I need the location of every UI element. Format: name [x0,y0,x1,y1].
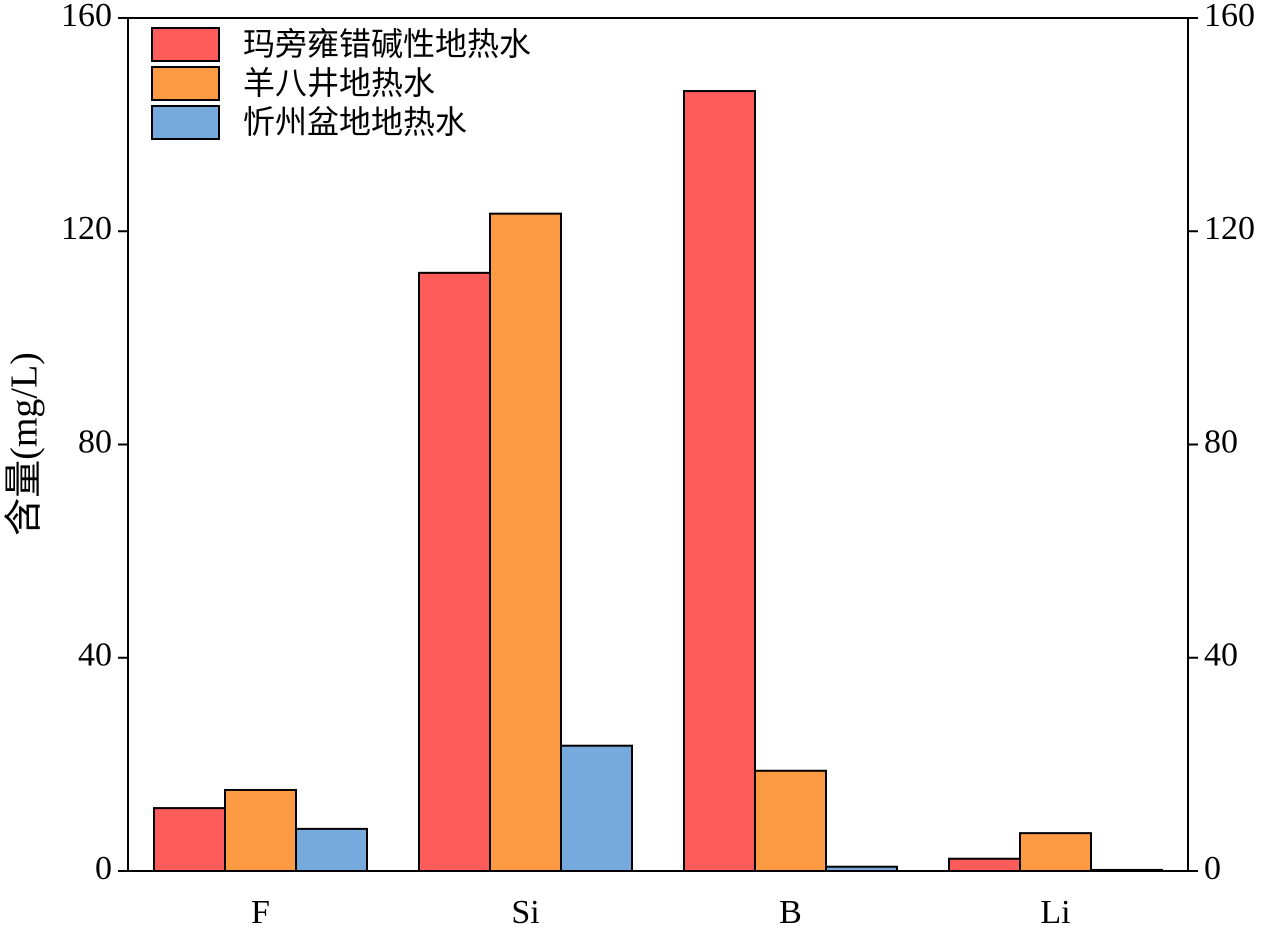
y-axis-title: 含量(mg/L) [4,352,46,536]
legend-label: 羊八井地热水 [243,64,435,102]
plot-frame [127,17,1189,872]
bar [1019,832,1092,873]
legend-swatch [151,27,220,62]
y2-tick-label: 40 [1204,637,1238,674]
bar [754,769,827,873]
x-tick-label: B [779,894,802,931]
y2-tick-label: 160 [1204,0,1255,34]
y2-tick-label: 120 [1204,210,1255,247]
bar [560,744,633,873]
bar [683,90,756,872]
y-tick-label: 0 [95,850,112,887]
x-tick-label: Li [1040,894,1070,931]
x-tick-label: F [251,894,270,931]
legend-label: 忻州盆地地热水 [243,103,467,141]
y2-tick-label: 80 [1204,423,1238,460]
y2-tick-label: 0 [1204,850,1221,887]
y-tick-label: 160 [61,0,112,34]
y-tick-label: 80 [78,423,112,460]
y-tick-label: 40 [78,637,112,674]
bar [948,857,1021,872]
x-tick-label: Si [511,894,539,931]
bar [295,827,368,872]
bar [418,271,491,872]
legend-swatch [151,66,220,101]
bar [489,212,562,873]
legend-label: 玛旁雍错碱性地热水 [243,25,531,63]
bar [224,788,297,873]
legend-swatch [151,105,220,140]
bar [153,807,226,872]
y-tick-label: 120 [61,210,112,247]
